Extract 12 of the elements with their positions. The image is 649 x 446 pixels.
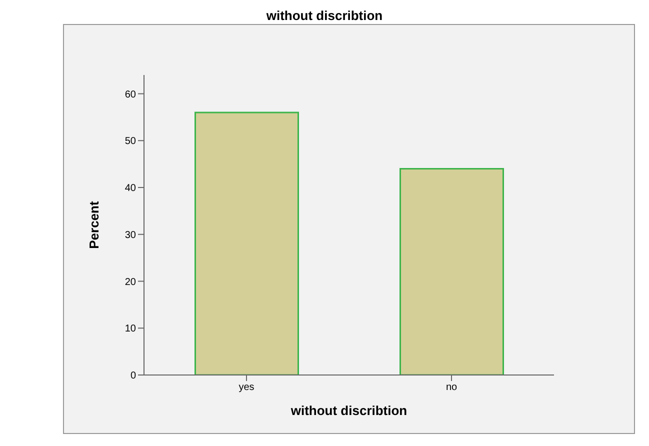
y-tick-label: 20: [124, 276, 136, 288]
y-tick-label: 0: [130, 370, 136, 382]
chart-title: without discribtion: [265, 8, 384, 24]
x-tick-label: yes: [238, 382, 254, 394]
x-axis-title: without discribtion: [290, 403, 408, 418]
y-tick-label: 30: [124, 230, 136, 241]
y-axis-title: Percent: [86, 200, 102, 249]
y-tick-label: 40: [124, 183, 136, 194]
x-tick-label: no: [446, 382, 458, 394]
y-tick-label: 50: [124, 136, 136, 148]
y-tick-label: 10: [124, 324, 136, 335]
y-tick-label: 60: [124, 89, 136, 100]
